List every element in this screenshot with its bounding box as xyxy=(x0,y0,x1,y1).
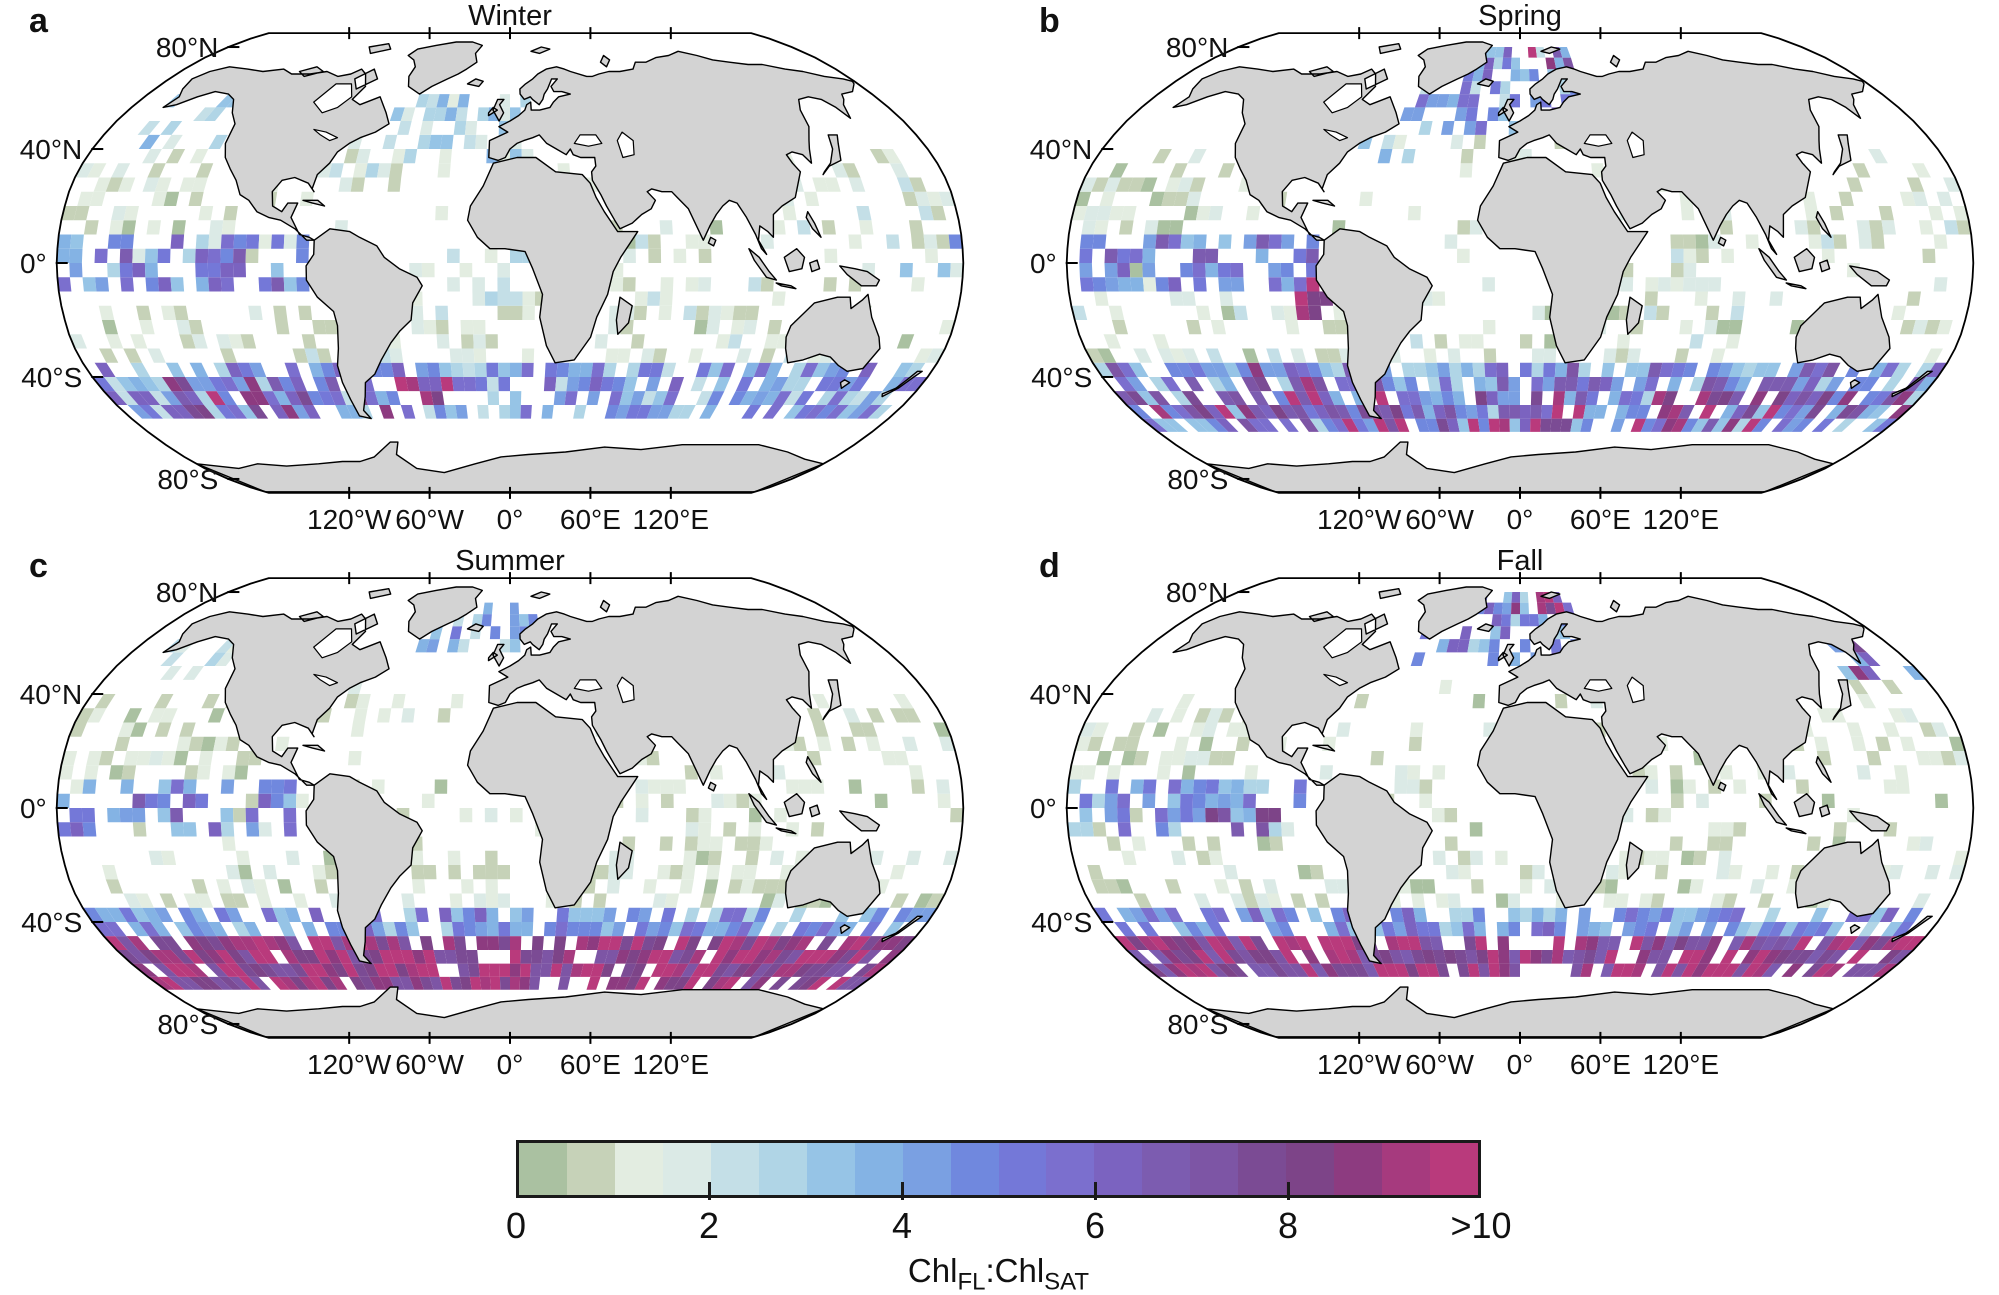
colorbar-segment-1 xyxy=(566,1143,615,1195)
colorbar-segment-0 xyxy=(519,1143,567,1195)
lon-tick-label: 60°W xyxy=(1405,1049,1474,1080)
panel-title-summer: Summer xyxy=(455,545,565,577)
lat-tick-label: 40°S xyxy=(1031,362,1092,393)
colorbar-tick-label: 6 xyxy=(1084,1205,1106,1246)
lat-tick-label: 80°N xyxy=(156,32,219,63)
lat-tick-label: 80°N xyxy=(1166,32,1229,63)
colorbar-segment-13 xyxy=(1142,1143,1191,1195)
panel-letter-d: d xyxy=(1039,547,1060,585)
lon-tick-label: 60°E xyxy=(560,504,621,535)
map-summer: 80°N 40°N 0° 40°S 80°S 120°W 60°W 0° 60°E 120°E xyxy=(20,572,965,1080)
lat-tick-label: 80°N xyxy=(1166,577,1229,608)
map-spring: 80°N 40°N 0° 40°S 80°S 120°W 60°W 0° 60°E 120°E xyxy=(1030,27,1975,535)
lon-tick-label: 60°E xyxy=(560,1049,621,1080)
land-layer xyxy=(162,586,923,1038)
lon-tick-label: 0° xyxy=(1507,504,1534,535)
lon-tick-label: 60°W xyxy=(1405,504,1474,535)
lon-tick-label: 120°W xyxy=(1317,1049,1402,1080)
lat-tick-label: 0° xyxy=(1030,248,1057,279)
lat-tick-label: 0° xyxy=(1030,793,1057,824)
panel-winter: a Winter 80°N 40°N 0° 40°S 80°S 120°W 60°W 0° 60… xyxy=(15,0,985,545)
colorbar-tick-label: 8 xyxy=(1277,1205,1299,1246)
lat-tick-label: 80°S xyxy=(157,1009,218,1040)
colorbar-tick-label: >10 xyxy=(1450,1205,1512,1246)
land-layer xyxy=(1172,41,1933,493)
lon-tick-label: 120°W xyxy=(1317,504,1402,535)
lon-tick-label: 120°E xyxy=(1643,504,1720,535)
lon-tick-label: 120°E xyxy=(633,1049,710,1080)
lon-tick-label: 0° xyxy=(497,1049,524,1080)
colorbar-segment-8 xyxy=(902,1143,951,1195)
lon-tick-label: 60°E xyxy=(1570,1049,1631,1080)
colorbar-tick-mark xyxy=(900,1182,904,1200)
colorbar-label-sub-sat: SAT xyxy=(1044,1268,1090,1295)
colorbar-segment-11 xyxy=(1046,1143,1095,1195)
colorbar-segment-4 xyxy=(710,1143,759,1195)
lon-tick-label: 0° xyxy=(1507,1049,1534,1080)
colorbar-segment-12 xyxy=(1094,1143,1143,1195)
land-layer xyxy=(162,41,923,493)
panel-title-winter: Winter xyxy=(468,0,552,32)
colorbar-tick-mark xyxy=(1093,1182,1097,1200)
colorbar-segment-5 xyxy=(758,1143,807,1195)
colorbar-tick-mark xyxy=(707,1182,711,1200)
colorbar-segment-3 xyxy=(662,1143,711,1195)
colorbar-strip xyxy=(516,1140,1481,1198)
lon-tick-label: 0° xyxy=(497,504,524,535)
land-layer xyxy=(1172,586,1933,1038)
colorbar-tick-mark xyxy=(1286,1182,1290,1200)
colorbar-tick-label: 4 xyxy=(891,1205,913,1246)
map-winter: 80°N 40°N 0° 40°S 80°S 120°W 60°W 0° 60°E 120°E xyxy=(20,27,965,535)
lat-tick-label: 40°N xyxy=(1030,134,1093,165)
colorbar-segment-19 xyxy=(1430,1143,1479,1195)
colorbar-segment-18 xyxy=(1382,1143,1431,1195)
lat-tick-label: 80°S xyxy=(1167,1009,1228,1040)
colorbar-label-sub-fl: FL xyxy=(957,1268,986,1295)
colorbar-label: ChlFL:ChlSAT xyxy=(516,1252,1481,1294)
cells-layer xyxy=(56,602,964,990)
panel-letter-a: a xyxy=(29,2,48,40)
lat-tick-label: 0° xyxy=(20,793,47,824)
colorbar: 0 2 4 6 8 >10 ChlFL:ChlSAT xyxy=(506,1140,1512,1294)
lon-tick-label: 120°E xyxy=(633,504,710,535)
lat-tick-label: 80°S xyxy=(157,464,218,495)
colorbar-tick-label: 0 xyxy=(505,1205,527,1246)
colorbar-label-chl-sat: :Chl xyxy=(985,1252,1045,1289)
colorbar-segment-17 xyxy=(1334,1143,1383,1195)
map-fall: 80°N 40°N 0° 40°S 80°S 120°W 60°W 0° 60°E 120°E xyxy=(1030,572,1975,1080)
panel-title-spring: Spring xyxy=(1478,0,1562,32)
colorbar-segment-15 xyxy=(1238,1143,1287,1195)
lat-tick-label: 40°S xyxy=(21,907,82,938)
lon-tick-label: 120°W xyxy=(307,504,392,535)
colorbar-segment-16 xyxy=(1286,1143,1335,1195)
lon-tick-label: 120°E xyxy=(1643,1049,1720,1080)
colorbar-tick-label: 2 xyxy=(698,1205,720,1246)
lat-tick-label: 40°N xyxy=(20,134,83,165)
colorbar-segment-14 xyxy=(1190,1143,1239,1195)
colorbar-segment-2 xyxy=(614,1143,663,1195)
lat-tick-label: 40°S xyxy=(1031,907,1092,938)
lon-tick-label: 60°W xyxy=(395,504,464,535)
panel-title-fall: Fall xyxy=(1496,545,1544,577)
colorbar-segment-7 xyxy=(854,1143,903,1195)
lon-tick-label: 120°W xyxy=(307,1049,392,1080)
colorbar-segment-10 xyxy=(998,1143,1047,1195)
lat-tick-label: 40°N xyxy=(1030,679,1093,710)
lat-tick-label: 80°S xyxy=(1167,464,1228,495)
panel-spring: b Spring 80°N 40°N 0° 40°S 80°S 120°W 60°W 0° 60… xyxy=(1025,0,1995,545)
panel-letter-c: c xyxy=(29,547,48,585)
lat-tick-label: 80°N xyxy=(156,577,219,608)
colorbar-segment-6 xyxy=(806,1143,855,1195)
colorbar-label-chl-fl: Chl xyxy=(907,1252,958,1289)
panel-fall: d Fall 80°N 40°N 0° 40°S 80°S 120°W 60°W 0° 60°E… xyxy=(1025,545,1995,1090)
lat-tick-label: 40°N xyxy=(20,679,83,710)
colorbar-segment-9 xyxy=(950,1143,999,1195)
panel-summer: c Summer 80°N 40°N 0° 40°S 80°S 120°W 60°W 0° 60… xyxy=(15,545,985,1090)
lon-tick-label: 60°W xyxy=(395,1049,464,1080)
panel-letter-b: b xyxy=(1039,2,1060,40)
lat-tick-label: 40°S xyxy=(21,362,82,393)
lon-tick-label: 60°E xyxy=(1570,504,1631,535)
lat-tick-label: 0° xyxy=(20,248,47,279)
